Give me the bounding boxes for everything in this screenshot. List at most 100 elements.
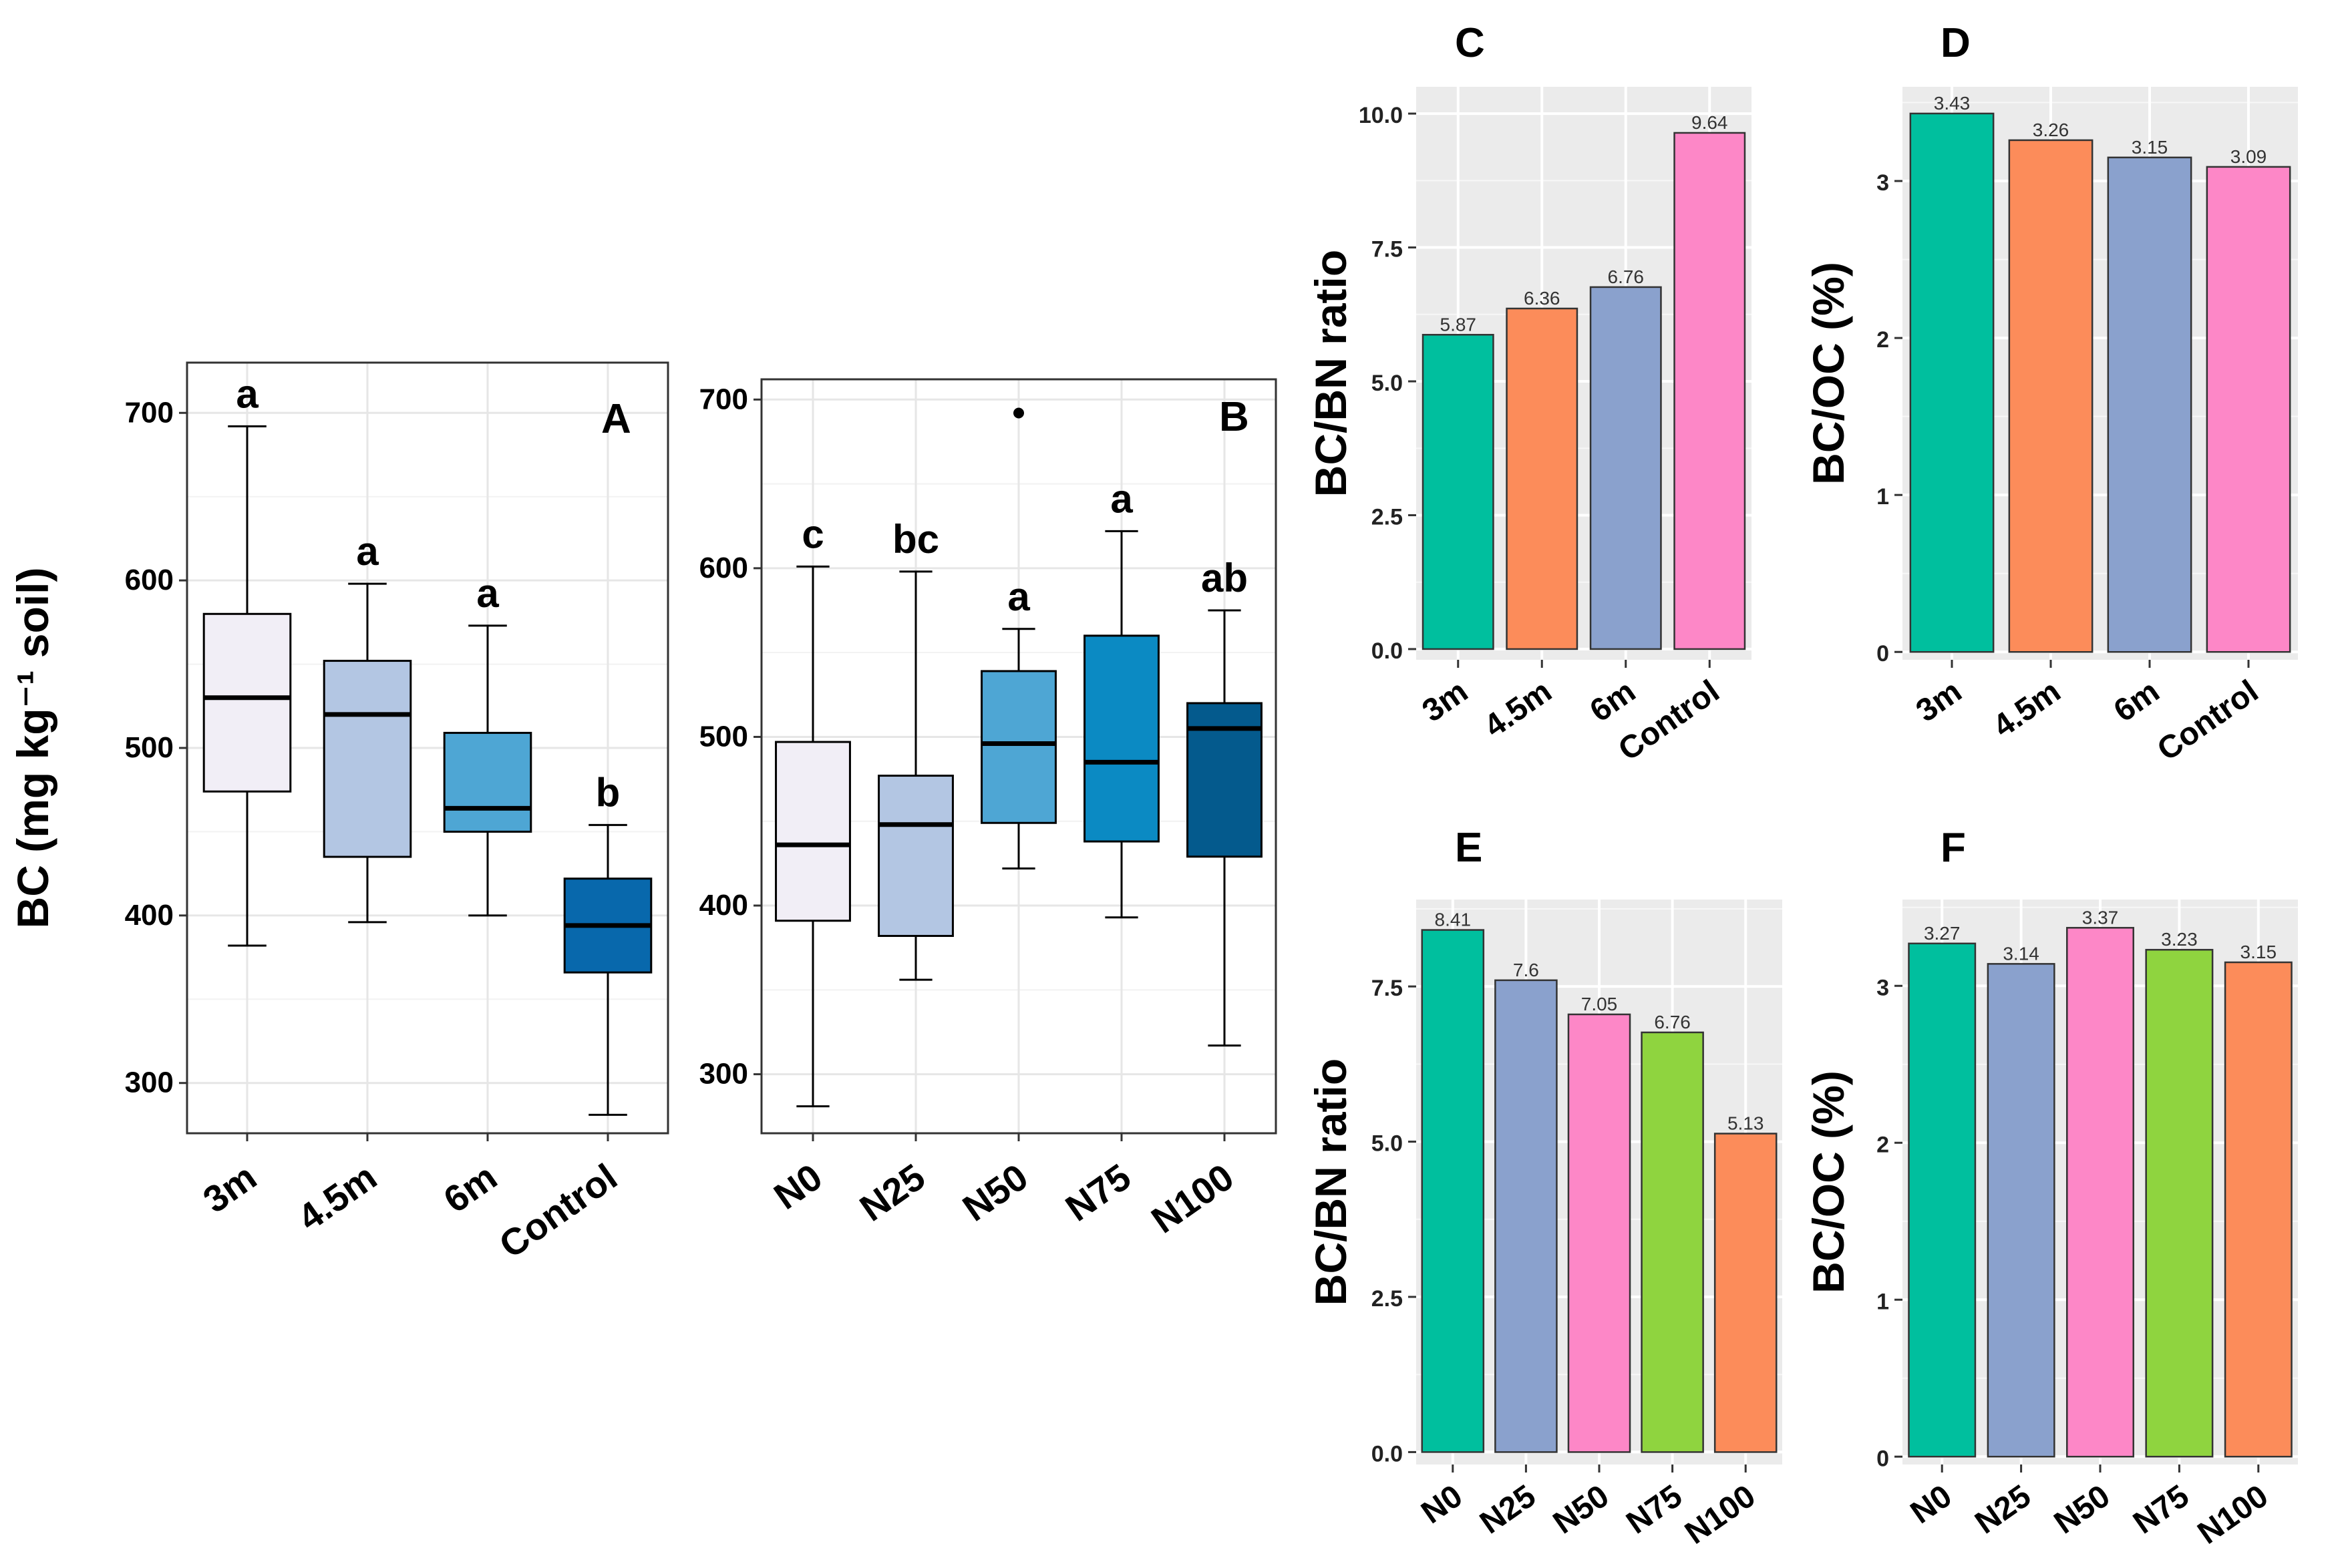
bar-6m [1589,286,1662,650]
y-tick-label: 0.0 [1371,1441,1403,1466]
significance-letter: a [1007,574,1030,619]
y-tick-label: 0 [1876,1446,1889,1471]
box-iqr [775,741,851,922]
y-tick-label: 1 [1876,1289,1889,1314]
significance-letter: ab [1201,556,1248,600]
y-tick-label: 500 [125,731,174,764]
y-tick-label: 0 [1876,641,1889,666]
significance-letter: a [356,529,379,574]
y-tick-label: 600 [125,564,174,596]
box-Control: b [563,770,653,1116]
bar-N25 [1494,979,1558,1453]
y-axis-label: BC/OC (%) [1804,1070,1853,1294]
y-tick-label: 10.0 [1359,103,1403,128]
bar-value-label: 3.43 [1934,93,1971,114]
box-3m: a [202,371,292,947]
box-N25: bc [878,517,954,981]
bar-N100 [2224,961,2293,1458]
box-iqr [202,612,292,793]
y-tick-label: 400 [125,899,174,932]
y-tick-label: 7.5 [1371,237,1403,262]
y-tick-label: 2.5 [1371,1286,1403,1312]
y-tick-label: 5.0 [1371,371,1403,396]
bar-N0 [1908,942,1977,1458]
box-iqr [323,660,412,858]
box-iqr [1083,634,1160,843]
bar-value-label: 5.13 [1727,1113,1764,1133]
bar-N50 [2066,927,2134,1458]
bar-value-label: 3.23 [2161,929,2198,950]
bar-value-label: 7.6 [1513,960,1539,980]
y-tick-label: 7.5 [1371,976,1403,1001]
bar-N75 [1641,1031,1704,1453]
significance-letter: a [476,571,499,616]
y-tick-label: 400 [699,889,748,922]
y-tick-label: 3 [1876,170,1889,196]
significance-letter: a [236,371,259,416]
y-tick-label: 2 [1876,327,1889,353]
panel-C: 5.876.366.769.640.02.55.07.510.03m 4.5m 6m… [1306,20,1751,768]
bar-Control [2206,166,2291,653]
box-iqr [878,775,954,937]
significance-letter: b [596,770,621,815]
box-4.5m: a [323,529,412,924]
y-tick-label: 500 [699,720,748,753]
bar-3m [1422,334,1494,650]
bar-value-label: 3.09 [2230,146,2267,167]
bar-value-label: 7.05 [1581,994,1618,1014]
panel-letter: E [1455,825,1482,871]
y-tick-label: 5.0 [1371,1131,1403,1157]
bar-value-label: 3.15 [2240,942,2277,962]
bar-value-label: 6.76 [1654,1012,1691,1032]
y-tick-label: 300 [125,1066,174,1099]
bar-value-label: 5.87 [1440,314,1477,335]
box-6m: a [443,571,532,917]
y-tick-label: 2.5 [1371,504,1403,530]
box-N0: c [775,512,851,1108]
y-tick-label: 1 [1876,484,1889,510]
outlier-point [1013,407,1024,419]
significance-letter: bc [892,517,939,562]
bar-value-label: 8.41 [1435,910,1472,930]
y-axis-label: BC/BN ratio [1306,250,1355,497]
y-tick-label: 3 [1876,975,1889,1000]
y-tick-label: 2 [1876,1132,1889,1157]
bar-value-label: 9.64 [1691,112,1728,133]
bar-4.5m [1506,307,1578,650]
panel-letter: D [1941,20,1971,66]
y-tick-label: 700 [699,383,748,415]
box-iqr [443,731,532,833]
panel-letter: C [1455,20,1485,66]
panel-letter: A [601,396,631,442]
bar-value-label: 3.26 [2033,120,2069,140]
bar-value-label: 3.27 [1924,923,1961,944]
bar-value-label: 6.36 [1524,288,1560,309]
bar-4.5m [2008,139,2094,653]
y-tick-label: 300 [699,1058,748,1091]
y-axis-label: BC/BN ratio [1306,1058,1355,1306]
bar-N50 [1567,1013,1631,1453]
bar-N75 [2145,948,2214,1458]
panel-letter: B [1219,394,1249,440]
y-axis-label: BC/OC (%) [1804,262,1853,485]
panel-letter: F [1941,825,1966,871]
y-tick-label: 0.0 [1371,638,1403,664]
bar-value-label: 3.15 [2132,137,2168,158]
bar-N25 [1987,963,2055,1458]
y-axis-label: BC (mg kg⁻¹ soil) [8,568,57,929]
bar-N100 [1713,1133,1778,1453]
significance-letter: c [802,512,824,556]
box-N75: a [1083,476,1160,919]
bar-Control [1673,132,1746,650]
bar-value-label: 3.14 [2003,943,2039,964]
bar-value-label: 3.37 [2082,907,2119,928]
bar-value-label: 6.76 [1608,266,1645,287]
box-N50: a [981,407,1057,869]
significance-letter: a [1110,476,1133,521]
y-tick-label: 600 [699,552,748,584]
bar-3m [1909,112,1995,653]
y-tick-label: 700 [125,396,174,429]
